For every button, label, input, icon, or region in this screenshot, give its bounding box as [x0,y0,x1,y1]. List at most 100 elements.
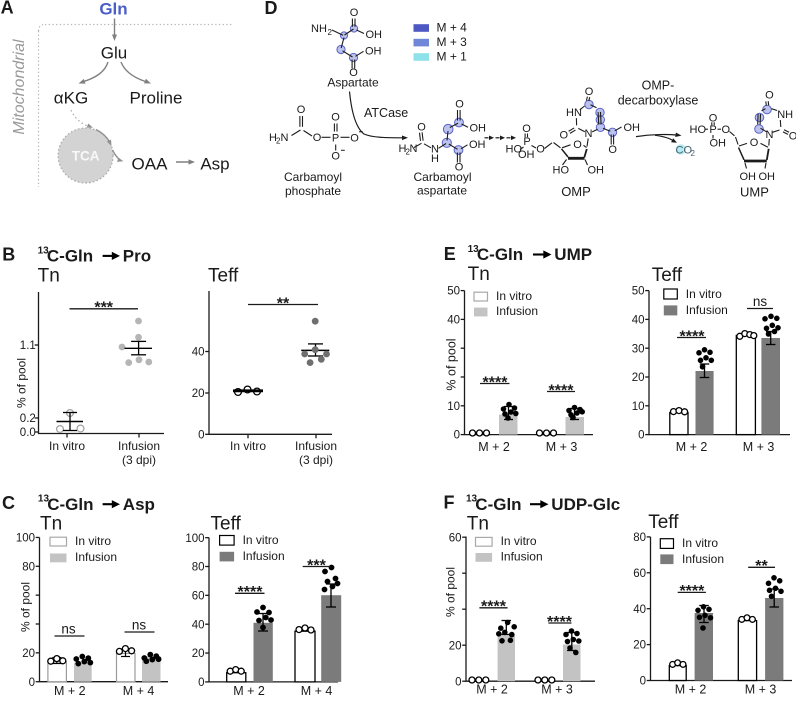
svg-text:O: O [350,7,359,19]
svg-text:(3 dpi): (3 dpi) [299,453,333,467]
svg-text:D: D [265,0,278,18]
svg-text:B: B [2,245,15,265]
svg-text:****: **** [547,614,573,631]
svg-text:OMP: OMP [561,184,591,199]
svg-text:Glu: Glu [101,44,127,63]
svg-text:0.2: 0.2 [20,413,36,425]
svg-text:% of pool: % of pool [445,338,459,390]
svg-text:OH: OH [710,138,727,150]
svg-text:O: O [750,137,759,149]
svg-text:O: O [331,112,340,124]
svg-text:50: 50 [632,286,645,298]
svg-text:0: 0 [29,677,35,689]
svg-text:A: A [1,0,14,18]
svg-text:***: *** [94,300,113,317]
svg-text:ATCase: ATCase [364,106,408,120]
svg-text:OH: OH [588,165,605,177]
svg-text:aspartate: aspartate [417,184,467,198]
svg-text:Infusion: Infusion [75,550,117,564]
svg-text:10: 10 [447,401,460,413]
svg-text:0: 0 [638,430,644,442]
svg-text:M + 3: M + 3 [546,440,578,454]
svg-text:O: O [560,129,569,141]
svg-text:O: O [608,144,617,156]
svg-text:N: N [281,132,289,144]
svg-text:Gln: Gln [99,0,127,19]
svg-text:M + 2: M + 2 [476,683,508,697]
svg-text:Infusion: Infusion [243,549,285,563]
svg-text:UMP: UMP [554,245,592,264]
svg-text:C-Gln: C-Gln [47,495,93,514]
svg-text:80: 80 [22,561,35,573]
svg-text:****: **** [680,328,706,345]
svg-text:M + 4: M + 4 [123,684,155,696]
svg-text:Carbamoyl: Carbamoyl [284,170,342,184]
svg-text:H: H [431,153,439,165]
svg-text:OH: OH [469,139,486,151]
svg-text:20: 20 [633,640,646,652]
svg-text:OH: OH [759,171,776,183]
svg-text:Teff: Teff [648,512,679,533]
svg-text:**: ** [755,558,768,575]
svg-text:20: 20 [22,648,35,660]
svg-text:O: O [297,104,306,116]
svg-text:TCA: TCA [72,149,100,164]
svg-text:20: 20 [192,648,205,660]
svg-text:HN: HN [566,107,582,119]
svg-text:P: P [523,136,530,148]
svg-text:50: 50 [447,286,460,298]
svg-text:C: C [2,493,15,513]
svg-text:O: O [417,122,426,134]
svg-text:Teff: Teff [208,266,239,287]
svg-text:O: O [585,86,594,98]
svg-text:C-Gln: C-Gln [475,495,521,514]
svg-text:HO: HO [553,165,570,177]
svg-text:F: F [444,493,455,513]
svg-text:M + 2: M + 2 [233,684,265,696]
svg-text:OH: OH [624,122,641,134]
svg-text:N: N [585,128,593,140]
svg-text:In vitro: In vitro [75,534,111,548]
svg-text:0: 0 [454,430,460,442]
svg-text:N: N [410,143,418,155]
svg-text:In vitro: In vitro [496,289,532,303]
svg-text:O: O [722,124,731,136]
svg-text:M + 3: M + 3 [743,440,775,454]
svg-text:40: 40 [633,604,646,616]
svg-text:60: 60 [633,568,646,580]
svg-text:ns: ns [132,618,147,633]
svg-text:M + 3: M + 3 [541,683,573,697]
svg-text:In vitro: In vitro [682,536,718,550]
svg-text:C-Gln: C-Gln [477,245,523,264]
svg-text:100: 100 [16,533,35,545]
svg-text:40: 40 [447,315,460,327]
svg-text:OH: OH [365,46,382,58]
svg-text:M + 4: M + 4 [437,21,468,35]
svg-text:C-Gln: C-Gln [47,247,93,266]
svg-text:****: **** [481,599,507,616]
svg-text:M + 2: M + 2 [675,683,707,697]
svg-text:40: 40 [192,619,205,631]
svg-text:OH: OH [518,149,535,161]
svg-text:Aspartate: Aspartate [327,76,379,90]
svg-text:In vitro: In vitro [49,439,85,453]
svg-text:Infusion: Infusion [682,552,724,566]
svg-text:M + 1: M + 1 [437,50,468,64]
svg-text:OH: OH [366,29,383,41]
svg-text:****: **** [679,583,705,600]
svg-text:Pro: Pro [123,247,151,266]
svg-text:NH: NH [777,109,793,121]
svg-text:decarboxylase: decarboxylase [618,94,699,108]
svg-text:20: 20 [449,640,462,652]
svg-text:M + 4: M + 4 [301,684,333,696]
svg-text:Teff: Teff [652,265,683,286]
svg-text:80: 80 [633,532,646,544]
svg-text:(3 dpi): (3 dpi) [122,453,156,467]
svg-text:***: *** [307,557,326,574]
svg-text:2: 2 [328,28,333,37]
svg-text:60: 60 [449,532,462,544]
svg-text:O: O [536,143,545,155]
svg-text:M + 3: M + 3 [437,35,468,49]
svg-text:30: 30 [632,343,645,355]
svg-text:UDP-Glc: UDP-Glc [551,495,620,514]
